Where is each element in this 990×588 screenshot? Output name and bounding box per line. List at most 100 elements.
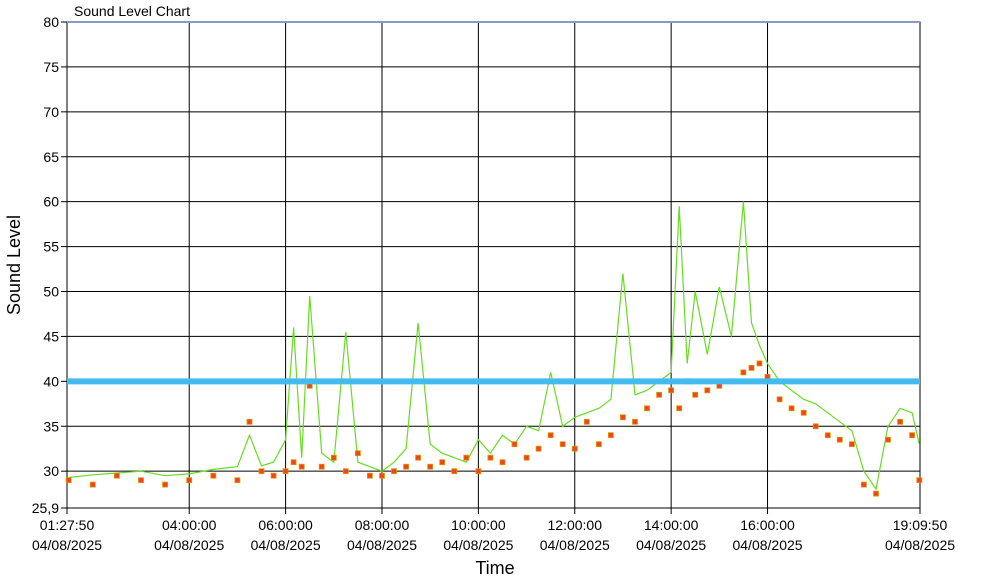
data-point-marker	[342, 468, 349, 475]
data-point-marker	[186, 477, 193, 484]
data-point-marker	[246, 418, 253, 425]
data-point-marker	[748, 364, 755, 371]
y-tick-label: 30	[43, 463, 59, 479]
y-tick-label: 70	[43, 104, 59, 120]
data-point-marker	[571, 445, 578, 452]
data-point-marker	[439, 459, 446, 466]
x-tick-time-label: 12:00:00	[548, 517, 603, 533]
x-tick-date-label: 04/08/2025	[885, 537, 955, 553]
data-point-marker	[800, 409, 807, 416]
data-point-marker	[290, 459, 297, 466]
chart-title: Sound Level Chart	[74, 3, 190, 19]
peak-line	[68, 201, 920, 491]
data-point-marker	[740, 369, 747, 376]
data-point-marker	[366, 472, 373, 479]
y-tick-label: 65	[43, 149, 59, 165]
x-tick-time-label: 10:00:00	[451, 517, 506, 533]
x-axis-ticks: 01:27:50 04/08/2025 04:00:00 04/08/2025 06:0…	[32, 508, 955, 553]
data-point-marker	[812, 423, 819, 430]
x-tick-date-label: 04/08/2025	[636, 537, 706, 553]
data-point-marker	[391, 468, 397, 475]
data-point-marker	[282, 468, 289, 475]
data-point-marker	[885, 436, 891, 443]
data-point-marker	[487, 454, 494, 461]
data-point-marker	[298, 463, 305, 470]
x-tick-time-label: 04:00:00	[162, 517, 217, 533]
data-point-marker	[632, 418, 638, 425]
data-point-marker	[511, 441, 518, 448]
data-point-marker	[65, 477, 72, 484]
data-point-marker	[547, 432, 554, 439]
data-point-marker	[210, 472, 217, 479]
x-tick-date-label: 04/08/2025	[540, 537, 610, 553]
data-point-marker	[499, 459, 506, 466]
data-point-marker	[270, 472, 277, 479]
x-tick-time-label: 19:09:50	[893, 517, 948, 533]
data-point-marker	[656, 391, 662, 398]
data-point-marker	[114, 472, 120, 479]
data-point-marker	[704, 387, 711, 394]
data-point-marker	[258, 468, 265, 475]
y-tick-label: 45	[43, 328, 59, 344]
data-point-marker	[415, 454, 422, 461]
data-point-marker	[403, 463, 410, 470]
data-point-marker	[234, 477, 241, 484]
data-point-marker	[692, 391, 699, 398]
data-point-marker	[162, 481, 169, 488]
data-point-marker	[756, 360, 763, 367]
y-tick-label: 35	[43, 418, 59, 434]
data-point-marker	[620, 414, 626, 421]
x-axis-title: Time	[475, 558, 514, 578]
data-point-marker	[463, 454, 470, 461]
data-point-marker	[475, 468, 482, 475]
data-point-marker	[451, 468, 458, 475]
x-tick-time-label: 16:00:00	[740, 517, 795, 533]
data-point-marker	[873, 490, 879, 497]
data-point-marker	[861, 481, 867, 488]
data-point-marker	[138, 477, 144, 484]
y-tick-label: 60	[43, 194, 59, 210]
y-tick-label: 25,9	[32, 500, 59, 516]
data-point-marker	[583, 418, 590, 425]
plot-area	[66, 21, 921, 509]
y-tick-label: 80	[43, 14, 59, 30]
x-tick-time-label: 06:00:00	[258, 517, 313, 533]
data-point-marker	[776, 396, 783, 403]
y-tick-label: 55	[43, 239, 59, 255]
data-point-marker	[608, 432, 614, 439]
data-point-marker	[427, 463, 434, 470]
x-tick-time-label: 01:27:50	[40, 517, 95, 533]
x-tick-date-label: 04/08/2025	[347, 537, 417, 553]
data-point-marker	[836, 436, 843, 443]
x-tick-date-label: 04/08/2025	[154, 537, 224, 553]
data-point-marker	[354, 450, 361, 457]
data-point-marker	[523, 454, 530, 461]
data-point-marker	[897, 418, 903, 425]
data-point-marker	[596, 441, 602, 448]
y-tick-label: 50	[43, 284, 59, 300]
data-point-marker	[330, 454, 337, 461]
x-tick-date-label: 04/08/2025	[251, 537, 321, 553]
x-tick-date-label: 04/08/2025	[443, 537, 513, 553]
data-point-marker	[909, 432, 915, 439]
y-tick-label: 40	[43, 373, 59, 389]
data-point-marker	[788, 405, 795, 412]
y-tick-label: 75	[43, 59, 59, 75]
data-point-marker	[535, 445, 542, 452]
data-point-marker	[676, 405, 683, 412]
data-point-marker	[849, 441, 855, 448]
data-point-marker	[379, 472, 385, 479]
data-point-marker	[824, 432, 831, 439]
x-tick-date-label: 04/08/2025	[32, 537, 102, 553]
y-axis-ticks: 25,9 30 35 40 45 50 55 60 65 70 75 80	[32, 14, 67, 516]
data-point-marker	[318, 463, 325, 470]
data-point-marker	[668, 387, 674, 394]
peak-line-series	[68, 201, 920, 491]
data-point-marker	[89, 481, 96, 488]
x-tick-date-label: 04/08/2025	[732, 537, 802, 553]
data-point-marker	[916, 477, 923, 484]
title-bar	[67, 0, 920, 22]
data-point-marker	[644, 405, 650, 412]
marker-series	[65, 360, 923, 497]
